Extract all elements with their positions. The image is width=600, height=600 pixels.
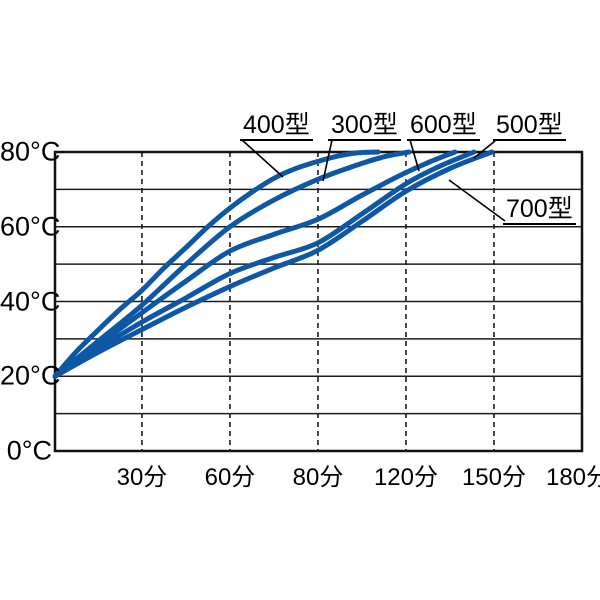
y-tick-label: 0°C <box>6 435 52 466</box>
series-label-700型: 700型 <box>503 196 576 226</box>
curve-300型 <box>52 149 412 379</box>
x-tick-label: 30分 <box>116 464 168 491</box>
leader-line-600型 <box>409 139 420 172</box>
x-tick-label: 120分 <box>373 464 438 491</box>
y-tick-label: 20°C <box>0 360 61 391</box>
y-tick-label: 40°C <box>0 286 61 316</box>
x-tick-label: 80分 <box>292 464 344 491</box>
x-tick-label: 60分 <box>204 464 256 491</box>
curve-700型 <box>52 149 495 379</box>
leader-line-700型 <box>448 179 506 222</box>
y-tick-label: 60°C <box>0 211 61 242</box>
series-label-300型: 300型 <box>328 112 401 142</box>
series-label-500型: 500型 <box>493 112 566 142</box>
series-label-400型: 400型 <box>240 112 313 142</box>
curve-500型 <box>52 149 477 379</box>
x-tick-label: 180分 <box>545 464 600 491</box>
series-label-600型: 600型 <box>407 112 480 142</box>
plot-border <box>53 150 584 453</box>
y-tick-label: 80°C <box>0 136 61 167</box>
leader-line-400型 <box>241 139 284 178</box>
curve-400型 <box>52 149 381 379</box>
curve-600型 <box>52 149 458 379</box>
leader-line-300型 <box>322 139 333 182</box>
leader-line-500型 <box>473 140 496 159</box>
x-tick-label: 150分 <box>461 464 527 491</box>
